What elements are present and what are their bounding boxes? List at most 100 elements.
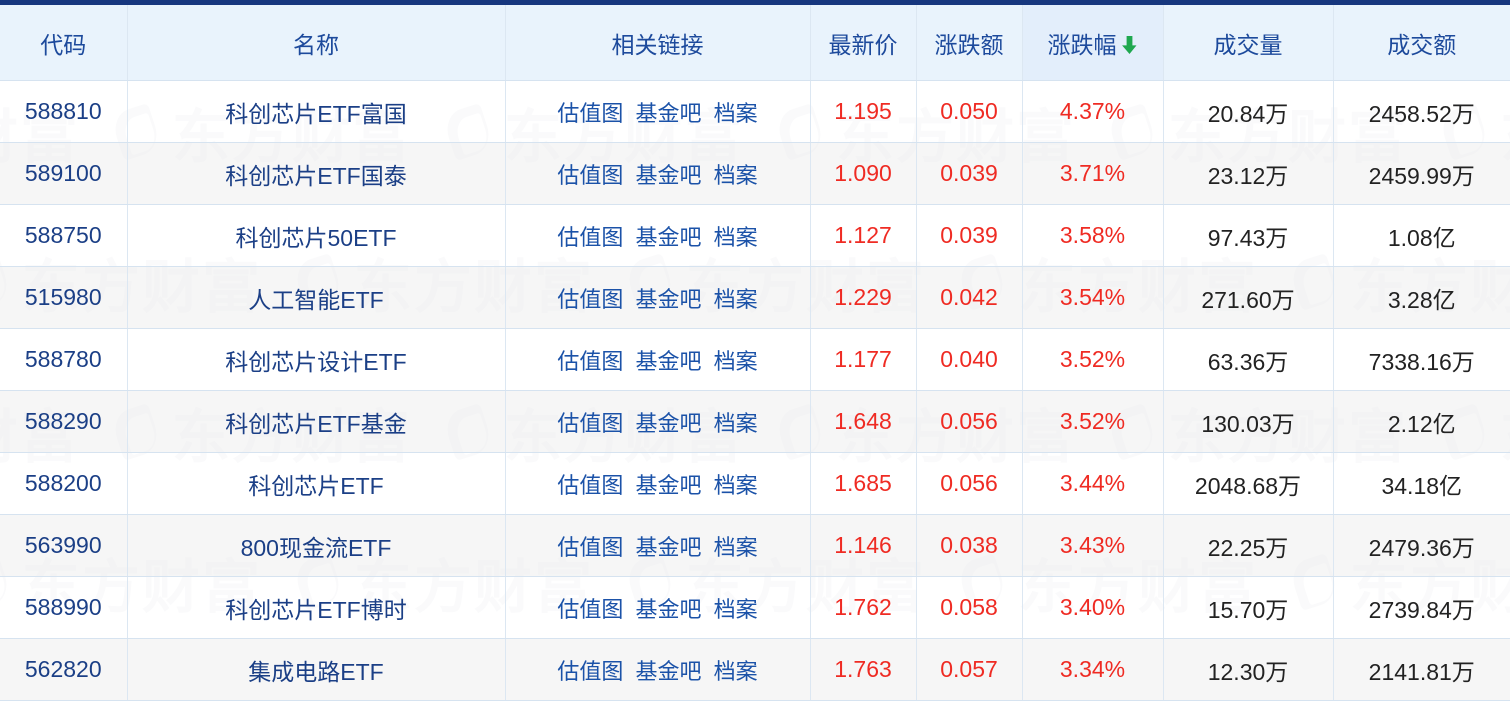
cell-related-links: 估值图 基金吧 档案 [505,638,811,701]
link-profile[interactable]: 档案 [713,472,758,498]
table-row[interactable]: 515980 人工智能ETF 估值图 基金吧 档案 1.229 0.042 3.54% 27… [0,266,1510,329]
table-row[interactable]: 588780 科创芯片设计ETF 估值图 基金吧 档案 1.177 0.040 3.52%… [0,328,1510,391]
link-fund-forum[interactable]: 基金吧 [635,100,702,126]
cell-code[interactable]: 588200 [0,452,128,515]
table-row[interactable]: 562820 集成电路ETF 估值图 基金吧 档案 1.763 0.057 3.34% 12… [0,638,1510,701]
cell-name[interactable]: 科创芯片ETF基金 [127,390,506,453]
column-header-inner: 代码 [0,26,127,60]
link-profile[interactable]: 档案 [713,410,758,436]
link-valuation-chart[interactable]: 估值图 [557,224,624,250]
link-valuation-chart[interactable]: 估值图 [557,472,624,498]
column-header-inner: 涨跌额 [917,26,1022,60]
cell-name[interactable]: 科创芯片50ETF [127,204,506,267]
link-valuation-chart[interactable]: 估值图 [557,596,624,622]
link-profile[interactable]: 档案 [713,224,758,250]
link-valuation-chart[interactable]: 估值图 [557,410,624,436]
cell-name[interactable]: 科创芯片ETF国泰 [127,142,506,205]
link-fund-forum[interactable]: 基金吧 [635,658,702,684]
link-profile[interactable]: 档案 [713,658,758,684]
cell-code[interactable]: 588990 [0,576,128,639]
table-row[interactable]: 588990 科创芯片ETF博时 估值图 基金吧 档案 1.762 0.058 3.40%… [0,576,1510,639]
column-header-label: 最新价 [828,31,898,58]
table-row[interactable]: 588290 科创芯片ETF基金 估值图 基金吧 档案 1.648 0.056 3.52%… [0,390,1510,453]
cell-name[interactable]: 科创芯片设计ETF [127,328,506,391]
cell-code[interactable]: 589100 [0,142,128,205]
column-header-change[interactable]: 涨跌额 [916,5,1023,81]
link-valuation-chart[interactable]: 估值图 [557,286,624,312]
column-header-links[interactable]: 相关链接 [505,5,811,81]
cell-latest-price: 1.229 [810,266,917,329]
cell-change-percent: 3.52% [1022,390,1164,453]
cell-related-links: 估值图 基金吧 档案 [505,80,811,143]
link-fund-forum[interactable]: 基金吧 [635,534,702,560]
link-profile[interactable]: 档案 [713,534,758,560]
column-header-price[interactable]: 最新价 [810,5,917,81]
cell-change-amount: 0.039 [916,142,1023,205]
cell-latest-price: 1.090 [810,142,917,205]
link-profile[interactable]: 档案 [713,162,758,188]
cell-name[interactable]: 科创芯片ETF博时 [127,576,506,639]
table-row[interactable]: 563990 800现金流ETF 估值图 基金吧 档案 1.146 0.038 3.43%… [0,514,1510,577]
link-profile[interactable]: 档案 [713,100,758,126]
cell-change-percent: 3.52% [1022,328,1164,391]
cell-related-links: 估值图 基金吧 档案 [505,204,811,267]
cell-amount: 1.08亿 [1333,204,1510,267]
table-row[interactable]: 588810 科创芯片ETF富国 估值图 基金吧 档案 1.195 0.050 4.37%… [0,80,1510,143]
link-valuation-chart[interactable]: 估值图 [557,162,624,188]
cell-code[interactable]: 562820 [0,638,128,701]
cell-latest-price: 1.763 [810,638,917,701]
cell-code[interactable]: 588750 [0,204,128,267]
cell-amount: 2739.84万 [1333,576,1510,639]
column-header-pct[interactable]: 涨跌幅 [1022,5,1164,81]
cell-change-amount: 0.039 [916,204,1023,267]
link-valuation-chart[interactable]: 估值图 [557,534,624,560]
cell-name[interactable]: 人工智能ETF [127,266,506,329]
table-header: 代码 名称 相关链接 最新价 涨跌额 涨跌幅 成交量 成交额 [0,5,1510,81]
table-row[interactable]: 588750 科创芯片50ETF 估值图 基金吧 档案 1.127 0.039 3.58%… [0,204,1510,267]
link-profile[interactable]: 档案 [713,596,758,622]
cell-name[interactable]: 集成电路ETF [127,638,506,701]
cell-name[interactable]: 科创芯片ETF [127,452,506,515]
cell-name[interactable]: 科创芯片ETF富国 [127,80,506,143]
cell-change-percent: 3.34% [1022,638,1164,701]
cell-amount: 2459.99万 [1333,142,1510,205]
link-fund-forum[interactable]: 基金吧 [635,410,702,436]
column-header-inner: 成交额 [1334,26,1510,60]
cell-change-amount: 0.056 [916,390,1023,453]
link-valuation-chart[interactable]: 估值图 [557,348,624,374]
link-fund-forum[interactable]: 基金吧 [635,286,702,312]
column-header-inner: 相关链接 [506,26,810,60]
cell-volume: 12.30万 [1163,638,1334,701]
link-profile[interactable]: 档案 [713,286,758,312]
column-header-label: 成交额 [1387,31,1457,58]
cell-code[interactable]: 588780 [0,328,128,391]
cell-latest-price: 1.146 [810,514,917,577]
column-header-volume[interactable]: 成交量 [1163,5,1334,81]
cell-code[interactable]: 515980 [0,266,128,329]
column-header-amount[interactable]: 成交额 [1333,5,1510,81]
table-row[interactable]: 589100 科创芯片ETF国泰 估值图 基金吧 档案 1.090 0.039 3.71%… [0,142,1510,205]
cell-volume: 23.12万 [1163,142,1334,205]
link-fund-forum[interactable]: 基金吧 [635,596,702,622]
cell-amount: 2479.36万 [1333,514,1510,577]
link-valuation-chart[interactable]: 估值图 [557,100,624,126]
table-row[interactable]: 588200 科创芯片ETF 估值图 基金吧 档案 1.685 0.056 3.44% 20… [0,452,1510,515]
cell-code[interactable]: 563990 [0,514,128,577]
cell-volume: 97.43万 [1163,204,1334,267]
column-header-code[interactable]: 代码 [0,5,128,81]
column-header-label: 相关链接 [611,31,704,58]
link-fund-forum[interactable]: 基金吧 [635,472,702,498]
link-fund-forum[interactable]: 基金吧 [635,162,702,188]
cell-code[interactable]: 588810 [0,80,128,143]
column-header-name[interactable]: 名称 [127,5,506,81]
cell-name[interactable]: 800现金流ETF [127,514,506,577]
link-valuation-chart[interactable]: 估值图 [557,658,624,684]
link-fund-forum[interactable]: 基金吧 [635,348,702,374]
link-profile[interactable]: 档案 [713,348,758,374]
link-fund-forum[interactable]: 基金吧 [635,224,702,250]
cell-code[interactable]: 588290 [0,390,128,453]
arrow-down-icon[interactable] [1121,35,1138,55]
column-header-label: 成交量 [1213,31,1283,58]
table-header-row: 代码 名称 相关链接 最新价 涨跌额 涨跌幅 成交量 成交额 [0,5,1510,81]
